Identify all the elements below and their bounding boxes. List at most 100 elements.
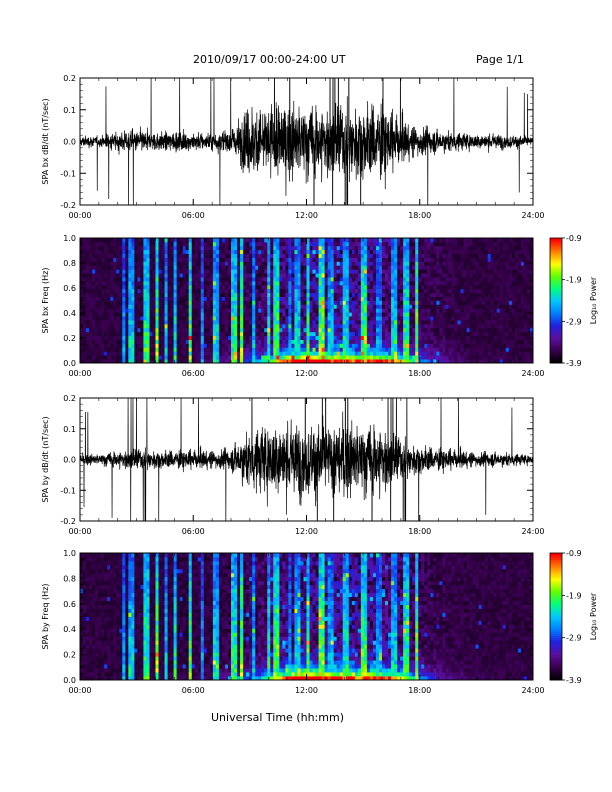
spectrogram-cell [104, 253, 108, 258]
spectrogram-cell [318, 241, 322, 247]
spectrogram-cell [499, 245, 504, 251]
spectrogram-cell [179, 296, 184, 301]
spectrogram-cell [167, 355, 171, 360]
spectrogram-cell [152, 245, 156, 251]
spectrogram-cell [221, 355, 226, 360]
spectrogram-cell [249, 288, 253, 294]
spectrogram-cell [170, 347, 175, 352]
spectrogram-cell [357, 312, 362, 317]
spectrogram-cell [285, 253, 289, 258]
spectrogram-cell [526, 359, 531, 364]
spectrogram-cell [451, 253, 455, 258]
spectrogram-cell [89, 296, 93, 301]
spectrogram-cell [303, 257, 307, 262]
spectrogram-cell [397, 339, 401, 344]
spectrogram-cell [454, 355, 458, 360]
spectrogram-cell [466, 245, 470, 251]
spectrogram-cell [185, 308, 190, 313]
spectrogram-cell [460, 265, 464, 270]
spectrogram-cell [388, 351, 392, 356]
spectrogram-cell [360, 359, 365, 364]
spectrogram-cell [116, 343, 120, 348]
spectrogram-cell [176, 280, 181, 286]
spectrogram-cell [98, 253, 102, 258]
spectrogram-cell [218, 308, 223, 313]
spectrogram-cell [351, 296, 356, 301]
spectrogram-cell [282, 249, 286, 255]
spectrogram-cell [403, 257, 407, 262]
spectrogram-cell [421, 335, 425, 340]
spectrogram-cell [252, 261, 256, 266]
spectrogram-cell [212, 261, 217, 266]
spectrogram-cell [294, 284, 298, 290]
spectrogram-cell [448, 339, 452, 344]
spectrogram-cell [227, 257, 232, 262]
spectrogram-cell [261, 253, 265, 258]
spectrogram-cell [285, 257, 289, 262]
spectrogram-cell [146, 323, 150, 329]
spectrogram-cell [309, 280, 313, 286]
spectrogram-cell [146, 257, 150, 262]
spectrogram-cell [430, 355, 434, 360]
spectrogram-cell [433, 265, 437, 270]
spectrogram-cell [336, 343, 341, 348]
spectrogram-cell [152, 249, 156, 255]
spectrogram-cell [273, 347, 277, 352]
spectrogram-cell [336, 327, 341, 333]
spectrogram-cell [107, 300, 111, 305]
spectrogram-cell [107, 249, 111, 255]
spectrogram-cell [194, 355, 199, 360]
spectrogram-cell [209, 316, 214, 321]
spectrogram-cell [385, 351, 389, 356]
spectrogram-cell [300, 273, 304, 278]
spectrogram-cell [240, 253, 244, 258]
spectrogram-cell [412, 347, 416, 352]
spectrogram-cell [146, 284, 150, 290]
spectrogram-cell [445, 245, 449, 251]
spectrogram-cell [529, 292, 534, 297]
spectrogram-cell [276, 277, 280, 282]
spectrogram-cell [448, 300, 452, 305]
spectrogram-cell [475, 245, 480, 251]
spectrogram-cell [188, 284, 193, 290]
spectrogram-cell [469, 253, 473, 258]
spectrogram-cell [502, 323, 507, 329]
spectrogram-cell [116, 347, 120, 352]
spectrogram-cell [412, 292, 416, 297]
spectrogram-cell [101, 339, 105, 344]
spectrogram-cell [360, 308, 365, 313]
spectrogram-cell [212, 323, 217, 329]
spectrogram-cell [318, 316, 322, 321]
spectrogram-cell [101, 253, 105, 258]
spectrogram-cell [360, 343, 365, 348]
spectrogram-cell [451, 284, 455, 290]
spectrogram-cell [306, 261, 310, 266]
spectrogram-cell [119, 304, 123, 309]
spectrogram-cell [318, 300, 322, 305]
spectrogram-cell [406, 261, 410, 266]
spectrogram-cell [315, 331, 319, 337]
spectrogram-cell [469, 257, 473, 262]
spectrogram-cell [227, 249, 232, 255]
spectrogram-cell [427, 339, 431, 344]
spectrogram-cell [360, 327, 365, 333]
spectrogram-cell [330, 296, 335, 301]
spectrogram-cell [418, 273, 422, 278]
spectrogram-cell [487, 347, 492, 352]
spectrogram-cell [366, 292, 371, 297]
spectrogram-cell [493, 280, 498, 286]
spectrogram-cell [227, 277, 232, 282]
spectrogram-cell [291, 335, 295, 340]
spectrogram-cell [481, 335, 486, 340]
spectrogram-cell [372, 359, 377, 364]
spectrogram-cell [372, 335, 377, 340]
spectrogram-cell [170, 269, 175, 274]
spectrogram-cell [460, 245, 464, 251]
spectrogram-cell [243, 308, 247, 313]
spectrogram-cell [89, 308, 93, 313]
spectrogram-cell [487, 238, 492, 243]
spectrogram-cell [89, 292, 93, 297]
spectrogram-cell [261, 351, 265, 356]
spectrogram-cell [231, 323, 235, 329]
spectrogram-cell [430, 253, 434, 258]
